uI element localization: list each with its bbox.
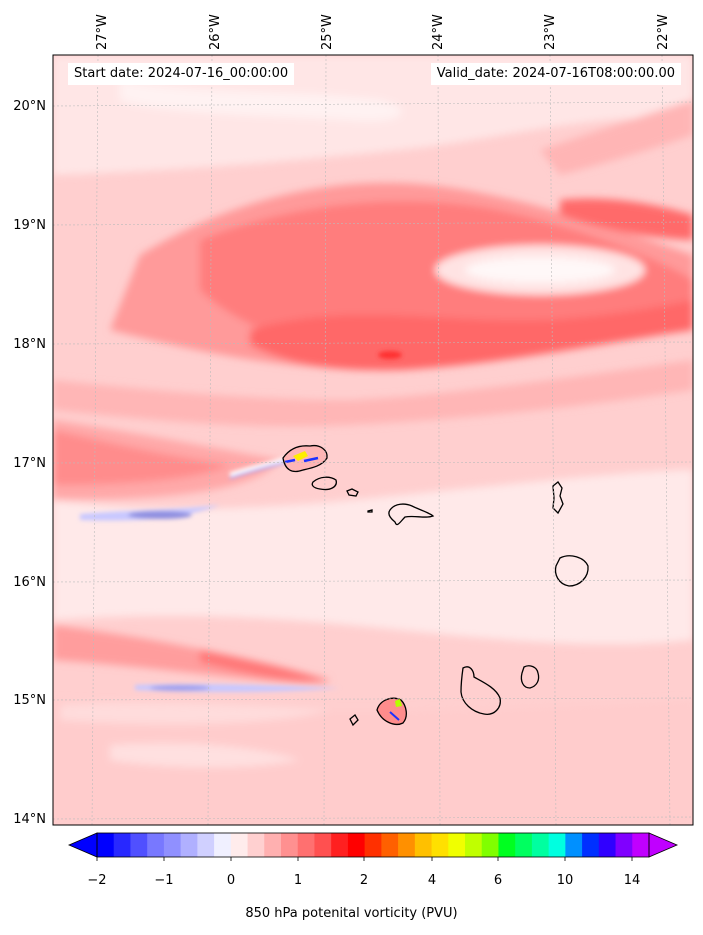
latitude-labels: 20°N 19°N 18°N 17°N 16°N 15°N 14°N <box>13 99 46 827</box>
colorbar-segment <box>448 833 466 857</box>
colorbar-segment <box>230 833 249 857</box>
colorbar-segment <box>264 833 282 857</box>
cb-tick-label: 4 <box>428 873 436 888</box>
lon-label-23w: 23°W <box>543 14 558 50</box>
colorbar-segment <box>582 833 600 857</box>
lon-label-27w: 27°W <box>95 14 110 50</box>
colorbar-segment <box>147 833 165 857</box>
cb-tick-label: −1 <box>154 873 173 888</box>
lat-label-17n: 17°N <box>13 456 46 471</box>
cb-tick-label: −2 <box>87 873 106 888</box>
lat-label-20n: 20°N <box>13 99 46 114</box>
colorbar-segment <box>498 833 516 857</box>
colorbar-segment <box>398 833 416 857</box>
colorbar-segment <box>531 833 550 857</box>
lat-label-15n: 15°N <box>13 693 46 708</box>
lat-label-18n: 18°N <box>13 337 46 352</box>
colorbar-segment <box>465 833 483 857</box>
colorbar-segment <box>481 833 499 857</box>
lat-label-16n: 16°N <box>13 575 46 590</box>
colorbar-tick-labels: −2 −1 0 1 2 4 6 10 14 <box>87 873 640 888</box>
lat-label-19n: 19°N <box>13 218 46 233</box>
colorbar-segment <box>297 833 315 857</box>
lon-label-24w: 24°W <box>431 14 446 50</box>
colorbar-segment <box>364 833 382 857</box>
colorbar-segment <box>314 833 332 857</box>
lat-label-14n: 14°N <box>13 812 46 827</box>
cb-tick-label: 6 <box>494 873 502 888</box>
colorbar-segment <box>615 833 633 857</box>
colorbar-segment <box>347 833 366 857</box>
colorbar-segment <box>247 833 265 857</box>
start-date-label: Start date: 2024-07-16_00:00:00 <box>68 63 295 85</box>
cb-tick-label: 2 <box>360 873 368 888</box>
lon-label-25w: 25°W <box>320 14 335 50</box>
colorbar-title: 850 hPa potenital vorticity (PVU) <box>245 906 458 921</box>
colorbar-segment <box>331 833 349 857</box>
cb-tick-label: 1 <box>294 873 302 888</box>
colorbar-segment <box>632 833 650 857</box>
colorbar-segment <box>565 833 583 857</box>
lon-label-22w: 22°W <box>656 14 671 50</box>
colorbar-segment <box>414 833 433 857</box>
cb-tick-label: 14 <box>624 873 641 888</box>
lon-label-26w: 26°W <box>208 14 223 50</box>
colorbar-extend-max <box>648 832 679 858</box>
colorbar-segment <box>214 833 232 857</box>
cb-tick-label: 0 <box>227 873 235 888</box>
cb-tick-label: 10 <box>557 873 574 888</box>
colorbar-segment <box>180 833 198 857</box>
colorbar-segment <box>163 833 182 857</box>
colorbar-segment <box>515 833 533 857</box>
longitude-labels: 27°W 26°W 25°W 24°W 23°W 22°W <box>95 14 671 50</box>
pv-field <box>53 55 693 825</box>
island-highlights <box>284 451 402 721</box>
colorbar-segment <box>548 833 566 857</box>
colorbar-segment <box>431 833 449 857</box>
valid-date-label: Valid_date: 2024-07-16T08:00:00.00 <box>430 63 681 85</box>
colorbar-segment <box>113 833 131 857</box>
colorbar-segment <box>381 833 399 857</box>
colorbar-segment <box>130 833 148 857</box>
colorbar-segment <box>97 833 115 857</box>
colorbar-segment <box>281 833 299 857</box>
colorbar-segment <box>197 833 215 857</box>
colorbar-border <box>96 832 650 858</box>
colorbar-segment <box>598 833 617 857</box>
colorbar <box>67 832 679 861</box>
colorbar-extend-min <box>67 832 98 858</box>
